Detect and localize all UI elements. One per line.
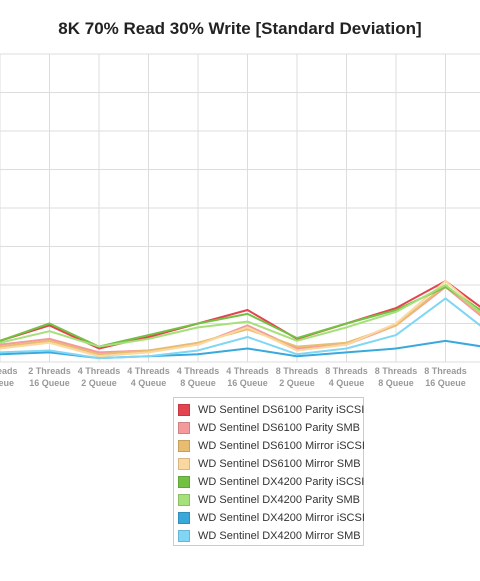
x-tick-label: Queue [0,378,14,388]
series-line-1 [0,285,480,354]
x-tick-label: 8 Queue [378,378,414,388]
grid [0,53,480,363]
chart-title: 8K 70% Read 30% Write [Standard Deviatio… [58,19,422,38]
x-tick-label: Threads [0,366,18,376]
x-tick-label: 16 Queue [227,378,268,388]
x-tick-label: 2 Queue [279,378,315,388]
legend-item[interactable]: WD Sentinel DX4200 Parity iSCSI [178,474,364,489]
series-line-5 [0,284,480,348]
x-tick-label: 2 Queue [81,378,117,388]
x-tick-label: 16 Queue [29,378,70,388]
legend-label: WD Sentinel DS6100 Mirror SMB [198,457,361,470]
x-tick-label: 4 Queue [329,378,365,388]
legend-label: WD Sentinel DS6100 Parity iSCSI [198,403,365,416]
x-tick-label: 4 Threads [177,366,220,376]
legend-swatch [178,421,190,434]
legend-label: WD Sentinel DX4200 Mirror SMB [198,529,361,542]
x-tick-label: 4 Threads [78,366,121,376]
legend: WD Sentinel DS6100 Parity iSCSI WD Sentin… [173,397,365,546]
series-line-2 [0,284,480,356]
legend-item[interactable]: WD Sentinel DS6100 Parity SMB [178,420,360,435]
legend-label: WD Sentinel DS6100 Parity SMB [198,421,361,434]
legend-swatch [178,457,190,470]
legend-item[interactable]: WD Sentinel DS6100 Mirror SMB [178,456,361,471]
legend-item[interactable]: WD Sentinel DX4200 Mirror iSCSI [178,510,365,525]
x-tick-label: 4 Threads [127,366,170,376]
series-line-7 [0,297,480,360]
legend-swatch [178,403,190,416]
legend-item[interactable]: WD Sentinel DX4200 Mirror SMB [178,528,361,543]
line-chart: Threads Queue 2 Threads 16 Queue 4 Threads 2 … [0,53,480,388]
legend-label: WD Sentinel DX4200 Parity SMB [198,493,361,506]
legend-item[interactable]: WD Sentinel DS6100 Mirror iSCSI [178,438,365,453]
legend-swatch [178,493,190,506]
legend-item[interactable]: WD Sentinel DX4200 Parity SMB [178,492,360,507]
legend-label: WD Sentinel DX4200 Parity iSCSI [198,475,365,488]
x-tick-label: 8 Threads [325,366,368,376]
x-tick-labels: Threads Queue 2 Threads 16 Queue 4 Threads 2 … [0,366,467,388]
legend-item[interactable]: WD Sentinel DS6100 Parity iSCSI [178,402,364,417]
x-tick-label: 4 Threads [226,366,269,376]
x-tick-label: 4 Queue [131,378,167,388]
x-tick-label: 8 Queue [180,378,216,388]
legend-swatch [178,511,190,524]
series-line-3 [0,280,480,358]
legend-swatch [178,475,190,488]
legend-swatch [178,529,190,542]
legend-swatch [178,439,190,452]
x-tick-label: 2 Threads [28,366,71,376]
legend-label: WD Sentinel DS6100 Mirror iSCSI [198,439,365,452]
x-tick-label: 8 Threads [276,366,319,376]
x-tick-label: 16 Queue [425,378,466,388]
x-tick-label: 8 Threads [375,366,418,376]
series-lines [0,280,480,360]
legend-label: WD Sentinel DX4200 Mirror iSCSI [198,511,365,524]
x-tick-label: 8 Threads [424,366,467,376]
